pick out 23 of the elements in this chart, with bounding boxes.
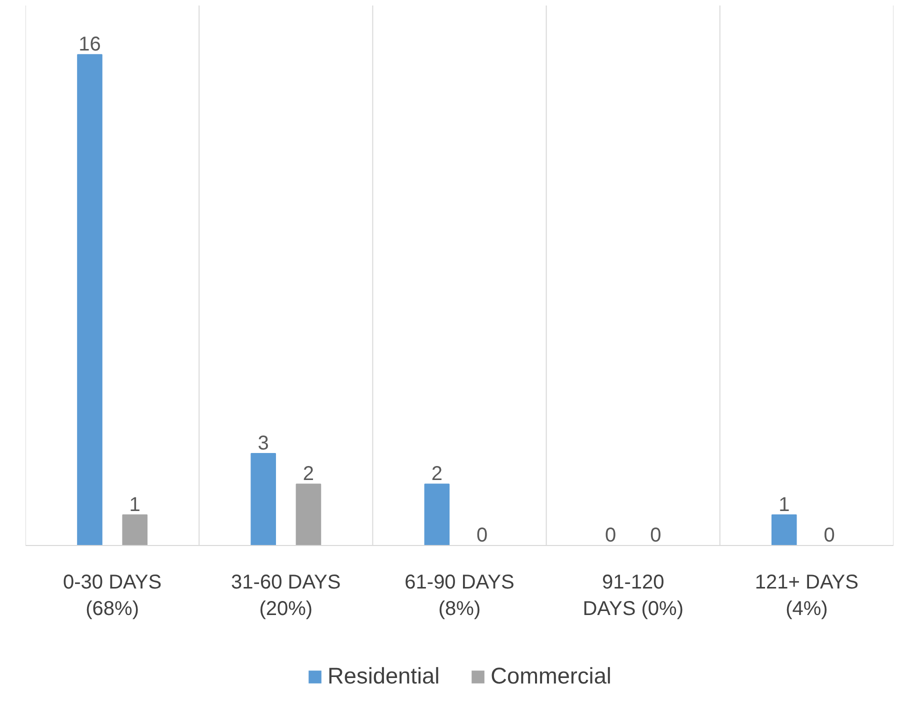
data-label: 1 (778, 494, 790, 516)
bar (77, 54, 102, 546)
data-label: 0 (604, 524, 616, 546)
data-label: 16 (78, 34, 101, 56)
data-label: 1 (129, 494, 140, 516)
bar (771, 514, 797, 546)
x-tick-label: 0-30 DAYS (68%) (63, 572, 162, 620)
bar (122, 514, 148, 546)
legend-label: Commercial (490, 662, 612, 690)
x-tick-label: 61-90 DAYS (8%) (404, 572, 514, 620)
data-label: 3 (258, 432, 269, 454)
bar (296, 484, 322, 546)
legend-label: Residential (328, 662, 440, 690)
data-label: 0 (650, 524, 662, 546)
bar (250, 452, 276, 546)
data-label: 2 (302, 463, 314, 486)
data-label: 0 (476, 524, 488, 546)
data-label: 0 (824, 524, 835, 546)
x-tick-label: 31-60 DAYS (20%) (231, 572, 341, 620)
data-label: 2 (431, 463, 442, 486)
bar (424, 484, 450, 546)
x-tick-label: 91-120 DAYS (0%) (582, 572, 684, 620)
x-tick-label: 121+ DAYS (4%) (754, 572, 858, 620)
